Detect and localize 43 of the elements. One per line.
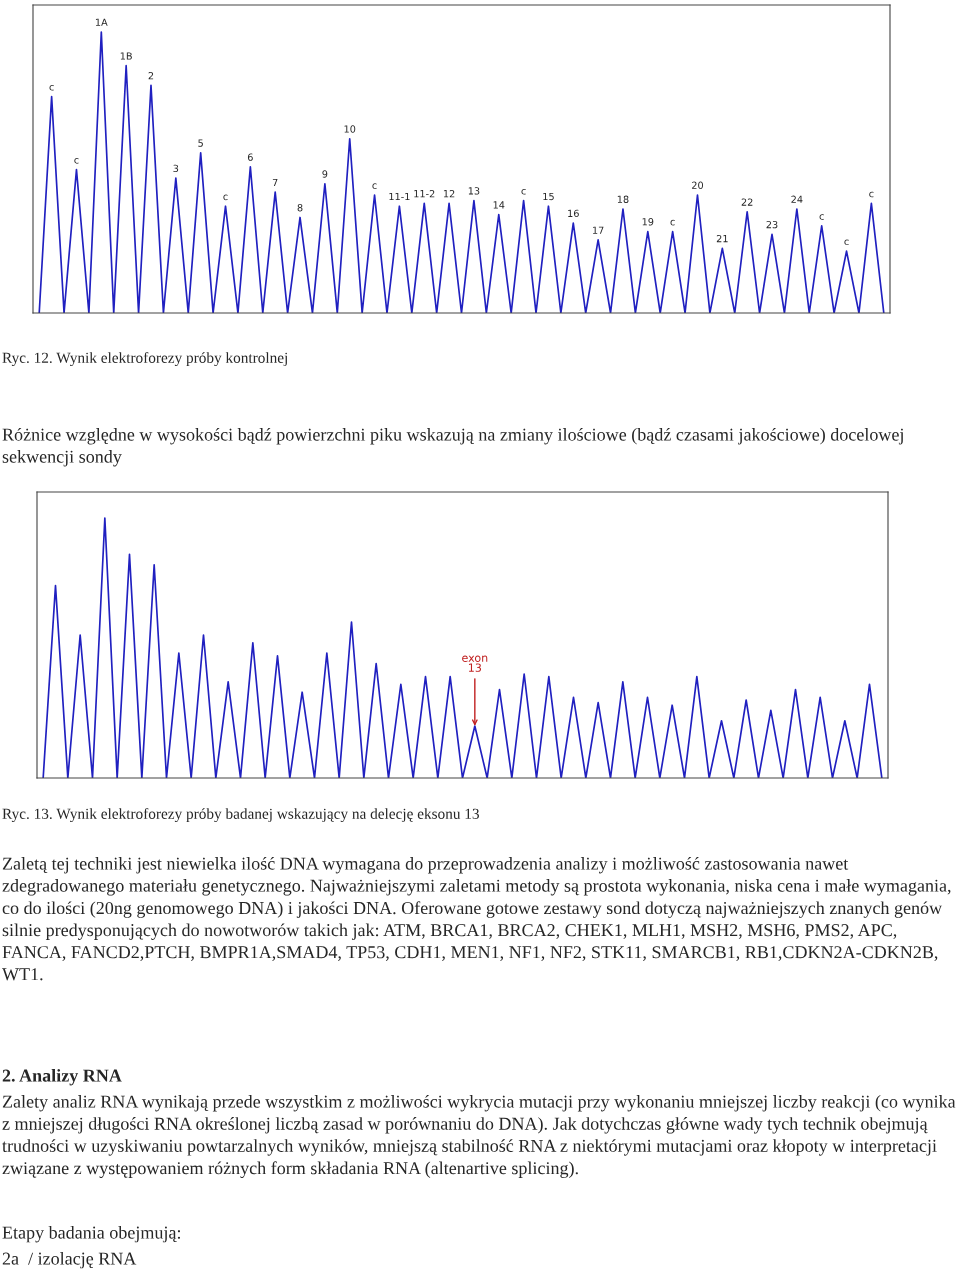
annotation: 14 — [493, 201, 505, 209]
annotation: 20 — [692, 181, 704, 189]
annotation: 1B — [120, 52, 132, 60]
text: Zaletą tej techniki jest niewielka ilość DNA wymagana do przeprowadzenia analizy i możliwość zastosowania nawet zdegradowanego materiału genetycznego. Najważniejszymi zaletami metody są prostota wykonania, niska cena i małe wymagania, co do ilości (20ng genomowego DNA) i jakości DNA. Oferowane gotowe zestawy sond dotyczą najważniejszych znanych genów silnie predysponujących do nowotworów takich jak: ATM, BRCA1, BRCA2, CHEK1, MLH1, MSH2, MSH6, PMS2, APC, FANCA, FANCD2,PTCH, BMPR1A,SMAD4, TP53, CDH1, MEN1, NF1, NF2, STK11, SMARCB1, RB1,CDKN2A-CDKN2B, WT1. — [2, 857, 951, 981]
annotation: c — [670, 219, 675, 226]
annotation: 23 — [766, 220, 778, 229]
text: Różnice względne w wysokości bądź powierzchni piku wskazują na zmiany ilościowe (bądź czasami jakościowe) docelowej sekwencji sondy — [2, 428, 903, 467]
annotation: 16 — [568, 209, 579, 218]
annotation: 17 — [593, 226, 604, 234]
annotation: 7 — [272, 178, 278, 186]
annotation: 2 — [148, 71, 154, 80]
annotation: exon 13 — [462, 655, 488, 672]
annotation: 9 — [322, 170, 328, 178]
annotation: 18 — [617, 195, 629, 203]
annotation: 3 — [173, 164, 179, 173]
annotation: 5 — [198, 139, 203, 147]
annotation: c — [844, 239, 849, 246]
annotation: 19 — [642, 218, 654, 226]
annotation: c — [223, 194, 228, 201]
annotation: 6 — [247, 153, 253, 161]
annotation: c — [49, 84, 54, 91]
annotation: 11-1 — [389, 192, 410, 201]
text: Zalety analiz RNA wynikają przede wszystkim z możliwości wykrycia mutacji przy wykonaniu mniejszej liczby reakcji (co wynika z mniejszej długości RNA określonej liczbą zasad w porównaniu do DNA). Jak dotychczas główne wady tych technik obejmują trudności w uzyskiwaniu powtarzalnych wyników, mniejszą stabilność RNA z niektórymi mutacjami oraz kłopoty w interpretacji związane z występowaniem różnych form składania RNA (altenartive splicing). — [2, 1095, 956, 1178]
annotation: 8 — [297, 204, 303, 212]
annotation: 10 — [344, 125, 356, 133]
annotation: 22 — [741, 198, 753, 206]
annotation: 13 — [468, 187, 480, 195]
annotation: c — [74, 158, 79, 164]
annotation: 15 — [543, 192, 554, 201]
text: Ryc. 12. Wynik elektroforezy próby kontrolnej — [2, 352, 287, 367]
annotation: 24 — [791, 195, 803, 203]
text: 2a / izolację RNA — [2, 1252, 137, 1269]
text: Etapy badania obejmują: — [2, 1226, 181, 1243]
annotation: c — [819, 214, 824, 220]
text: Ryc. 13. Wynik elektroforezy próby badanej wskazujący na delecję eksonu 13 — [2, 808, 479, 823]
annotation: c — [372, 183, 377, 189]
annotation: c — [521, 188, 526, 195]
text: 2. Analizy RNA — [2, 1069, 122, 1086]
annotation: 12 — [443, 190, 455, 198]
annotation: c — [869, 191, 874, 198]
annotation: 11-2 — [414, 190, 435, 198]
annotation: 21 — [716, 234, 728, 243]
annotation: 1A — [95, 18, 108, 26]
